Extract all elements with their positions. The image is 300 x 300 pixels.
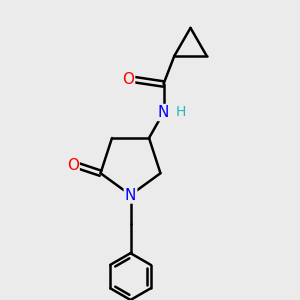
Text: N: N — [158, 105, 169, 120]
Text: O: O — [122, 72, 134, 87]
Text: N: N — [125, 188, 136, 202]
Text: H: H — [176, 106, 187, 119]
Text: O: O — [67, 158, 79, 173]
